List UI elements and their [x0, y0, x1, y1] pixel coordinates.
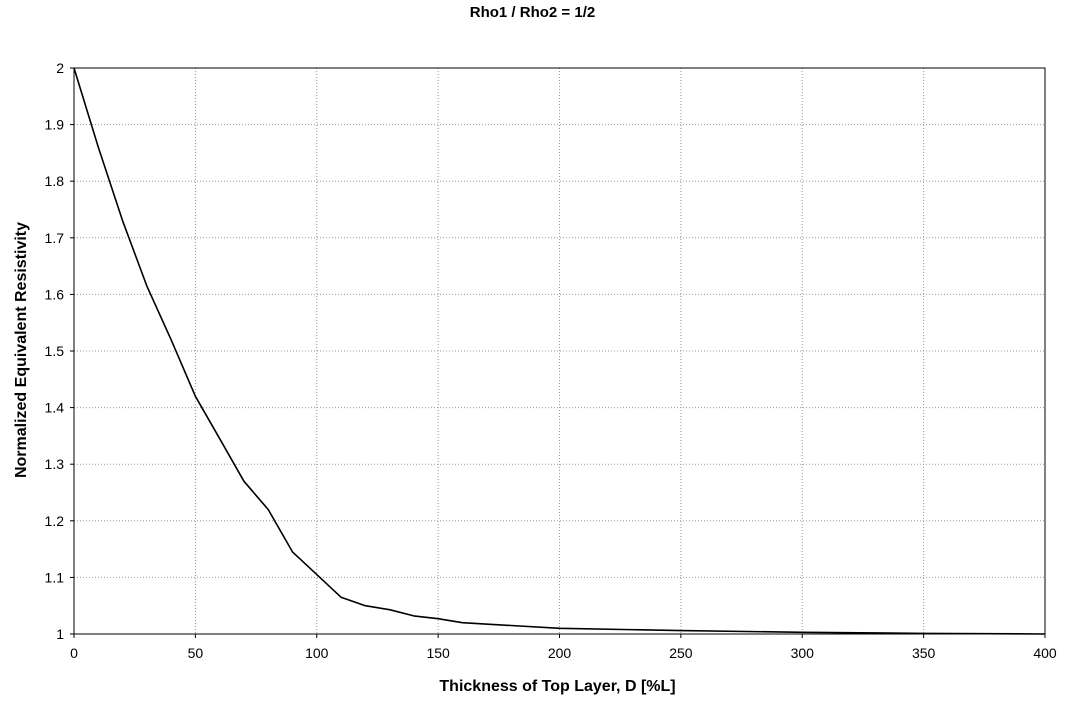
data-point: [680, 630, 682, 632]
x-tick-label: 0: [70, 645, 78, 661]
series-line-0: [73, 67, 1046, 635]
y-tick-label: 1.1: [45, 569, 65, 585]
y-axis-label-text: Normalized Equivalent Resistivity: [13, 221, 30, 479]
data-point: [146, 285, 148, 287]
x-tick-label: 300: [791, 645, 815, 661]
tick-labels: 0 50 100 150 200 250 300 350 400 1 1.1 1.2 1.3 1.4 1.5…: [45, 60, 1057, 661]
y-tick-label: 1: [56, 626, 64, 642]
data-point: [194, 395, 196, 397]
x-tick-label: 400: [1033, 645, 1057, 661]
data-point: [923, 632, 925, 634]
data-point: [97, 146, 99, 148]
y-tick-label: 1.5: [45, 343, 65, 359]
data-point: [340, 596, 342, 598]
data-point: [461, 622, 463, 624]
x-tick-label: 150: [426, 645, 450, 661]
data-point: [170, 339, 172, 341]
data-point: [801, 631, 803, 633]
data-point: [316, 574, 318, 576]
y-tick-label: 1.8: [45, 173, 65, 189]
x-tick-label: 200: [548, 645, 572, 661]
data-point: [389, 609, 391, 611]
x-tick-label: 350: [912, 645, 936, 661]
x-tick-label: 250: [669, 645, 693, 661]
grid-lines: [74, 68, 1045, 634]
data-point: [267, 508, 269, 510]
data-point: [73, 67, 75, 69]
data-point: [1044, 633, 1046, 635]
data-point: [122, 220, 124, 222]
y-tick-label: 2: [56, 60, 64, 76]
y-tick-label: 1.6: [45, 286, 65, 302]
data-point: [559, 627, 561, 629]
y-tick-label: 1.4: [45, 400, 65, 416]
x-tick-label: 50: [188, 645, 204, 661]
x-axis-label: Thickness of Top Layer, D [%L]: [439, 678, 676, 695]
data-point: [243, 480, 245, 482]
y-tick-label: 1.7: [45, 230, 65, 246]
data-point: [437, 618, 439, 620]
chart-title: Rho1 / Rho2 = 1/2: [469, 4, 596, 21]
data-point: [364, 605, 366, 607]
y-tick-label: 1.3: [45, 456, 65, 472]
y-tick-label: 1.2: [45, 513, 65, 529]
data-point: [510, 625, 512, 627]
data-point: [219, 438, 221, 440]
series-layer: [73, 67, 1046, 635]
y-tick-label: 1.9: [45, 117, 65, 133]
data-point: [413, 615, 415, 617]
data-point: [291, 551, 293, 553]
x-tick-label: 100: [305, 645, 329, 661]
